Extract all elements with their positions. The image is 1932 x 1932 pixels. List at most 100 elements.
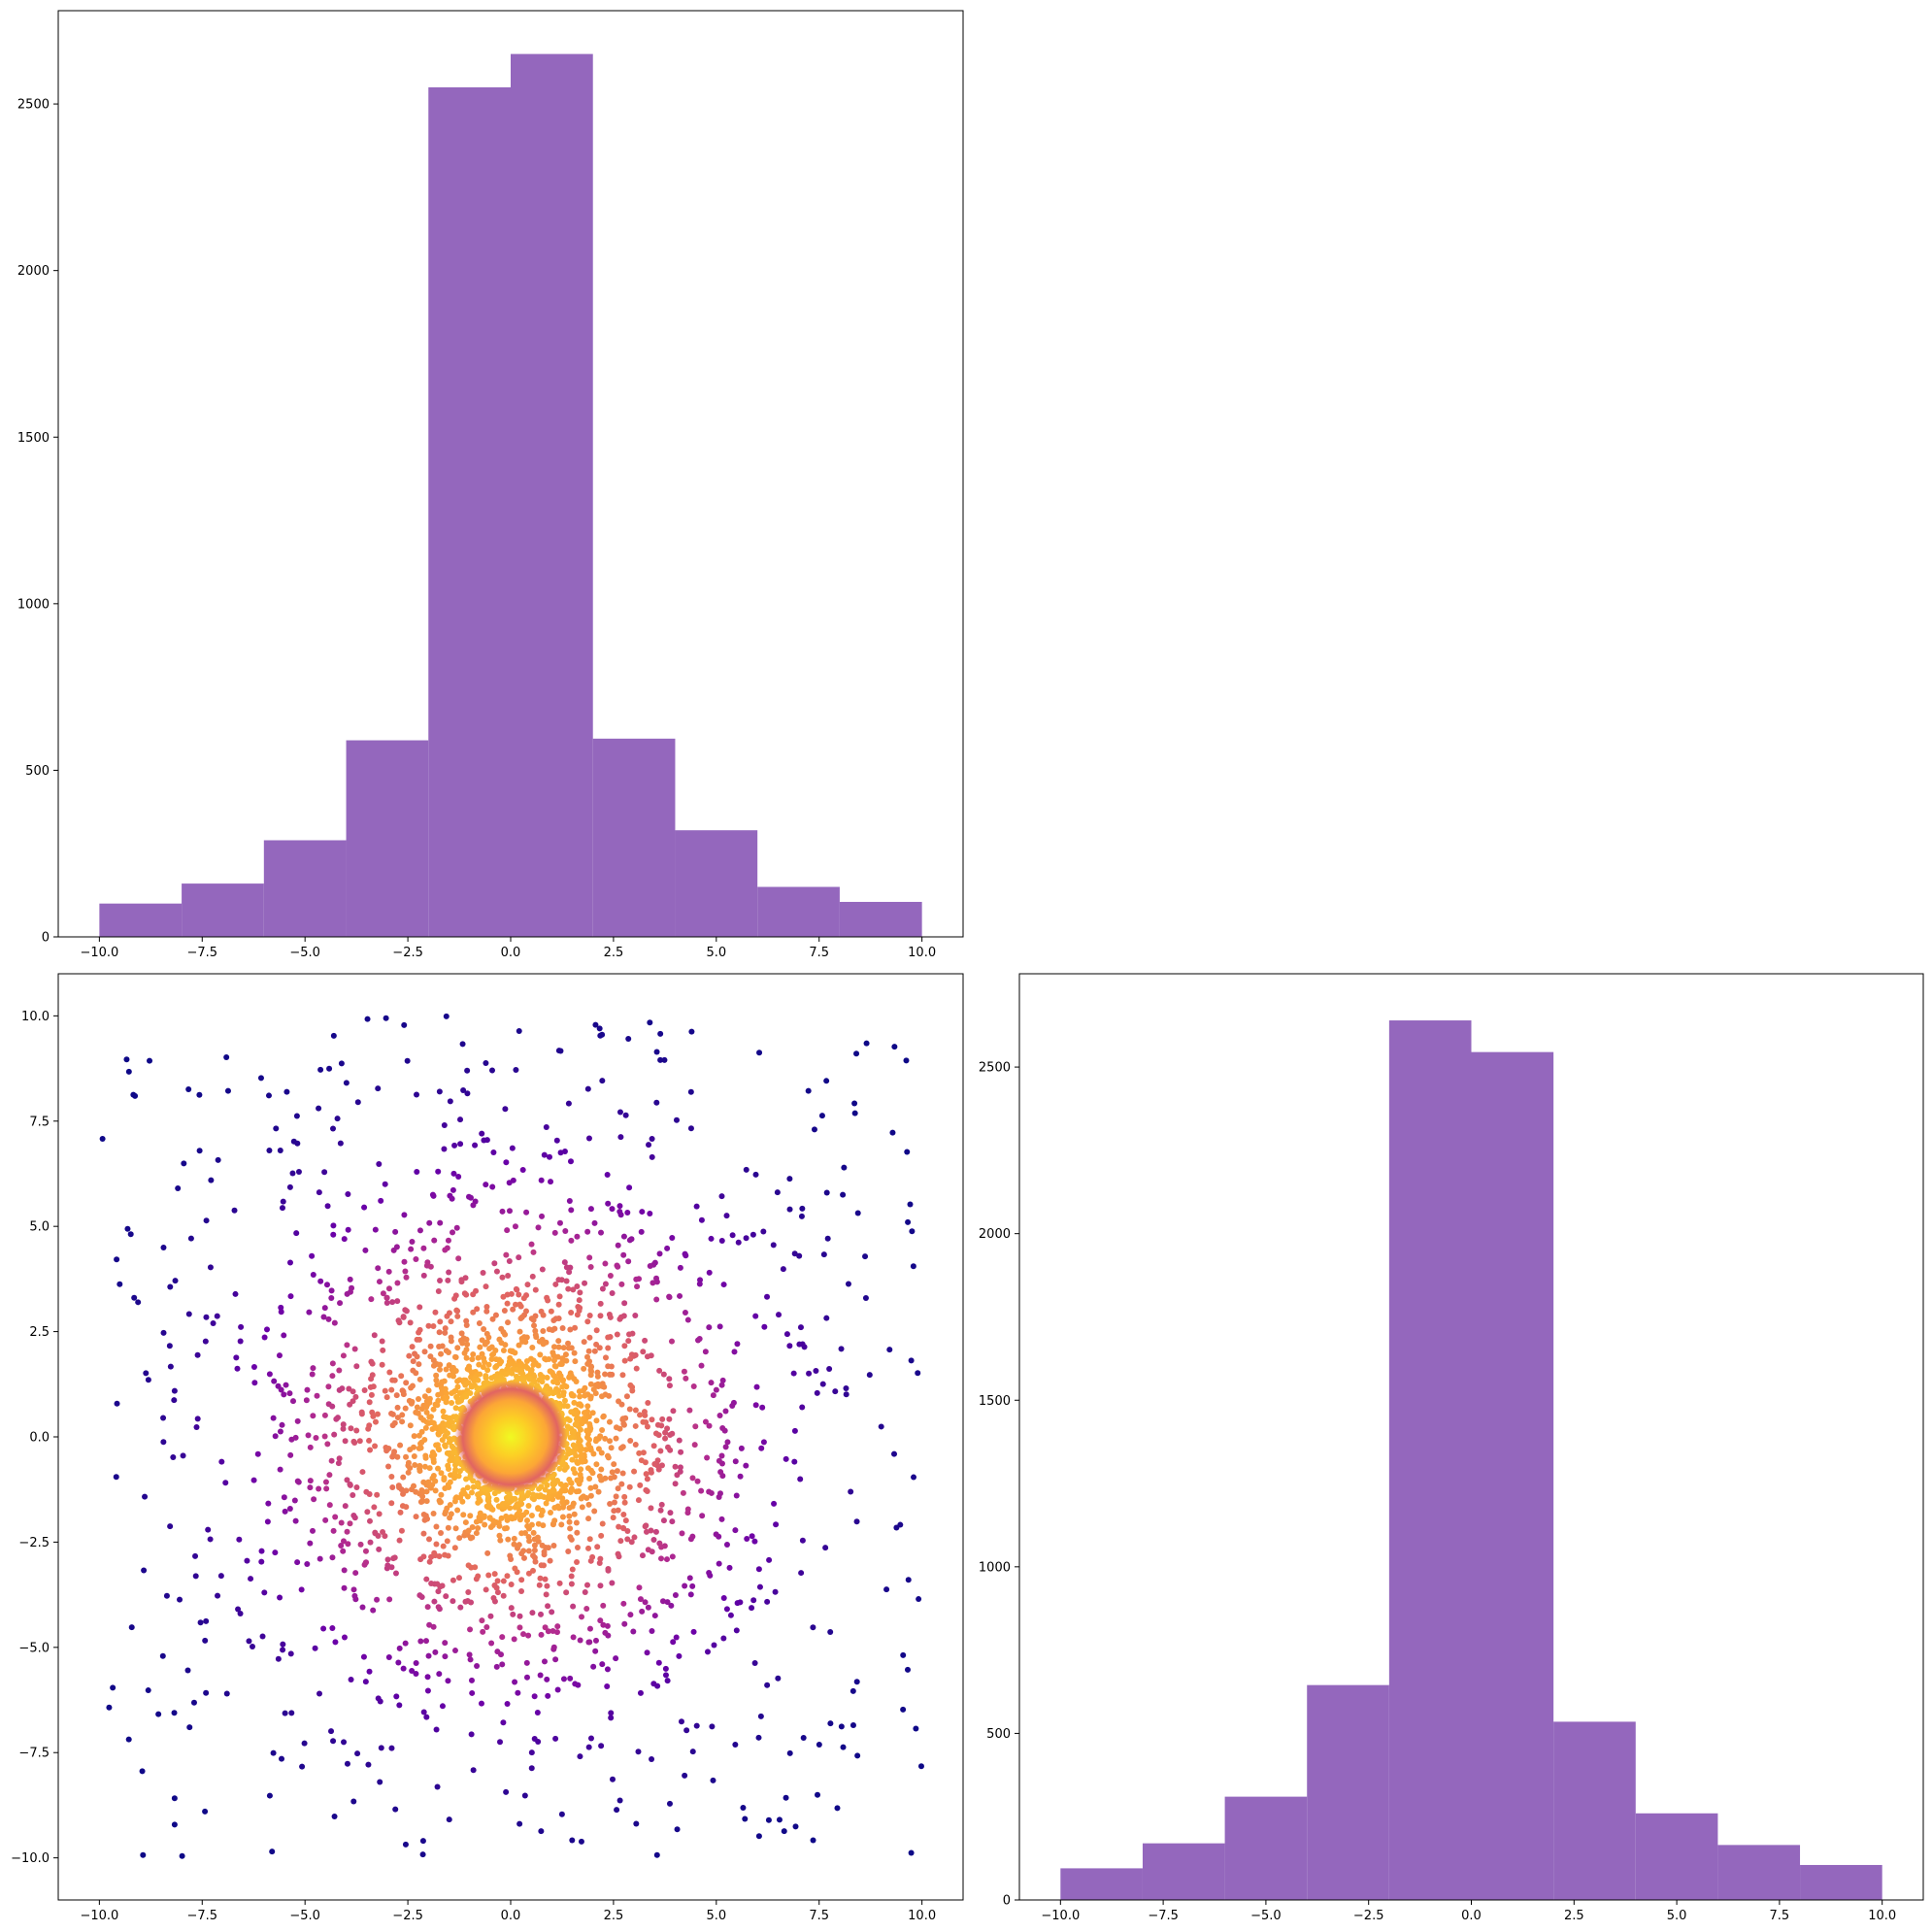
scatter-point [669, 1235, 676, 1242]
y-tick-label: 500 [25, 764, 50, 779]
scatter-point [530, 1361, 537, 1368]
scatter-point [366, 1422, 373, 1429]
scatter-point [660, 1371, 667, 1378]
scatter-point [283, 1382, 289, 1388]
scatter-point [277, 1148, 283, 1154]
scatter-point [592, 1483, 599, 1490]
scatter-point [653, 1296, 660, 1303]
scatter-point [577, 1637, 583, 1644]
scatter-point [320, 1625, 327, 1632]
scatter-point [353, 1363, 360, 1370]
scatter-point [595, 1446, 602, 1452]
scatter-point [489, 1316, 496, 1322]
scatter-point [533, 1334, 540, 1341]
scatter-point [552, 1735, 559, 1742]
scatter-point [536, 1377, 543, 1383]
scatter-point [566, 1374, 573, 1381]
scatter-point [160, 1439, 167, 1446]
scatter-point [749, 1231, 756, 1238]
scatter-point [457, 1116, 464, 1123]
scatter-point [298, 1586, 305, 1593]
scatter-point [618, 1481, 625, 1487]
scatter-point [270, 1415, 277, 1421]
scatter-point [570, 1442, 577, 1449]
scatter-point [473, 1530, 480, 1537]
scatter-point [510, 1611, 516, 1617]
scatter-point [633, 1820, 640, 1827]
scatter-point [694, 1478, 701, 1484]
scatter-point [656, 1367, 663, 1374]
scatter-point [330, 1222, 337, 1229]
scatter-point [555, 1277, 562, 1283]
scatter-point [207, 1264, 214, 1271]
scatter-point [615, 1507, 621, 1514]
scatter-point [303, 1397, 310, 1404]
x-tick-label: −7.5 [1148, 1909, 1179, 1923]
scatter-point [799, 1404, 806, 1411]
scatter-point [504, 1573, 511, 1580]
scatter-point [525, 1533, 532, 1540]
scatter-point [416, 1361, 422, 1368]
scatter-point [329, 1360, 336, 1367]
scatter-point [810, 1624, 816, 1631]
scatter-point [236, 1536, 243, 1543]
scatter-point [416, 1592, 423, 1599]
scatter-point [608, 1710, 615, 1716]
scatter-point [566, 1269, 573, 1276]
scatter-point [574, 1559, 581, 1566]
scatter-point [610, 1515, 616, 1521]
scatter-point [350, 1586, 357, 1593]
scatter-point [496, 1532, 503, 1539]
scatter-point [689, 1749, 696, 1755]
scatter-point [611, 1499, 617, 1506]
scatter-point [619, 1524, 626, 1531]
scatter-point [565, 1340, 572, 1347]
scatter-point [530, 1552, 537, 1559]
scatter-point [390, 1247, 397, 1253]
scatter-point [509, 1145, 516, 1151]
scatter-point [617, 1134, 624, 1141]
scatter-point [438, 1491, 445, 1498]
scatter-point [305, 1432, 312, 1439]
scatter-point [426, 1219, 433, 1226]
scatter-point [382, 1181, 388, 1187]
x-tick-label: −5.0 [289, 1909, 320, 1923]
scatter-point [445, 1277, 451, 1283]
scatter-point [438, 1350, 445, 1357]
scatter-point [718, 1452, 725, 1459]
scatter-point [295, 1479, 302, 1485]
scatter-point [265, 1092, 272, 1099]
scatter-point [516, 1328, 523, 1335]
scatter-point [556, 1392, 563, 1399]
scatter-point [718, 1382, 725, 1388]
scatter-point [448, 1511, 454, 1517]
scatter-point [451, 1648, 458, 1654]
scatter-point [413, 1660, 419, 1667]
histogram-bar [1060, 1868, 1143, 1900]
scatter-point [587, 1372, 594, 1379]
scatter-point [179, 1852, 185, 1859]
scatter-point [648, 1467, 654, 1474]
scatter-point [450, 1229, 456, 1236]
scatter-point [909, 1228, 916, 1235]
scatter-point [464, 1090, 471, 1097]
scatter-point [264, 1326, 271, 1333]
histogram-bar [839, 901, 922, 937]
scatter-point [673, 1634, 680, 1641]
scatter-point [716, 1323, 723, 1330]
scatter-point [261, 1334, 268, 1341]
scatter-point [670, 1408, 677, 1415]
scatter-point [210, 1319, 217, 1326]
scatter-point [518, 1587, 525, 1594]
scatter-point [729, 1232, 736, 1239]
scatter-point [616, 1109, 623, 1116]
scatter-point [530, 1249, 537, 1255]
scatter-point [607, 1501, 614, 1508]
scatter-point [608, 1445, 615, 1451]
scatter-point [538, 1483, 545, 1490]
scatter-point [292, 1517, 299, 1524]
scatter-point [848, 1488, 854, 1495]
scatter-point [113, 1474, 119, 1481]
scatter-point [468, 1677, 475, 1683]
scatter-point [520, 1295, 527, 1302]
